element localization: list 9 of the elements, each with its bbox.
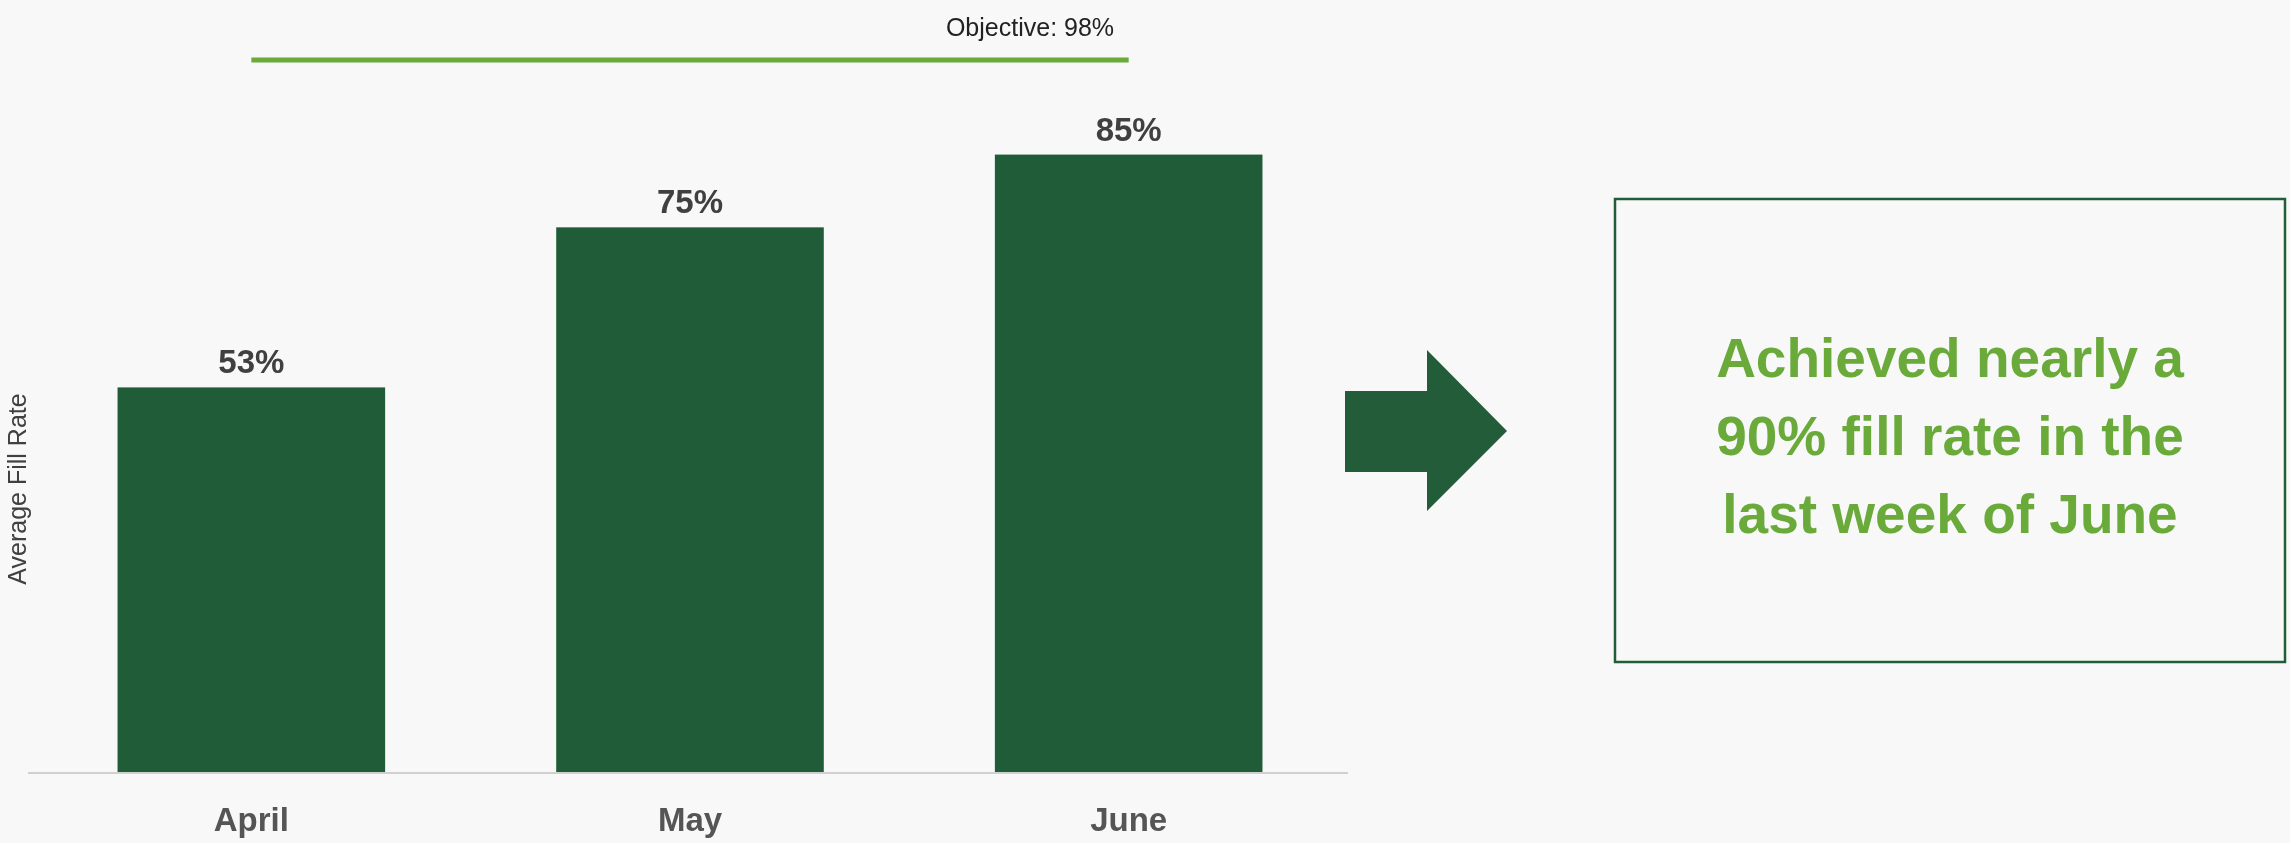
x-tick-label: May — [657, 801, 723, 838]
x-tick-label: June — [1090, 801, 1168, 838]
data-label: 75% — [656, 183, 724, 221]
data-label: 53% — [218, 343, 285, 381]
ref-line-label: Objective: 98% — [945, 13, 1115, 41]
data-label: 85% — [1095, 110, 1162, 148]
y-axis-title: Average Fill Rate — [3, 393, 31, 585]
x-tick-label: April — [213, 801, 289, 838]
text: Achieved nearly a 90% fill rate in the last week of June — [1716, 327, 2185, 545]
